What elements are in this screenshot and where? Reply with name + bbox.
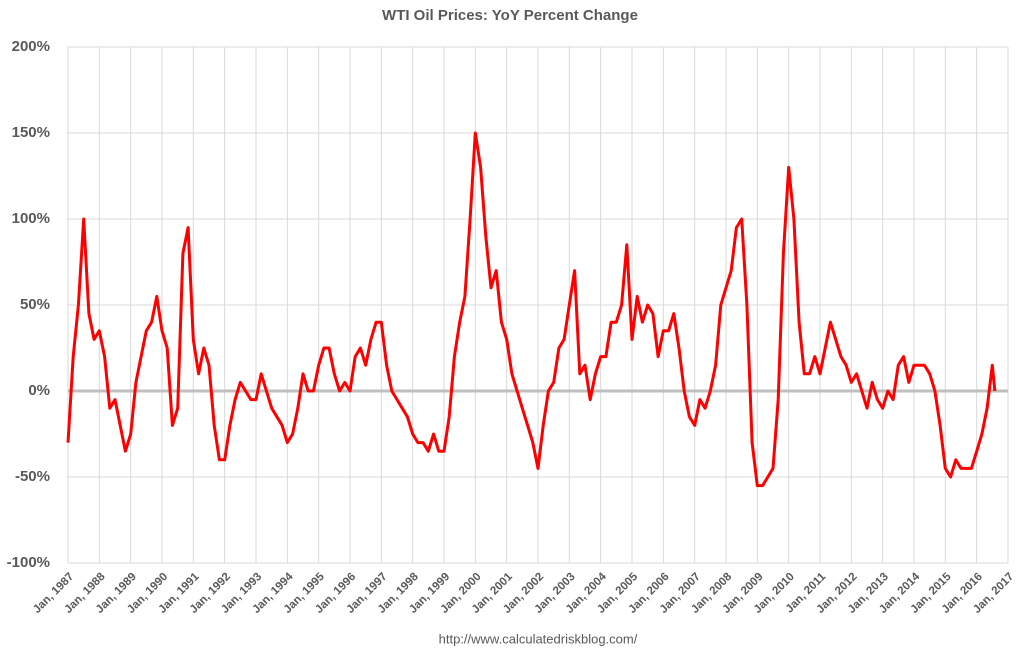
y-tick-label: 200% [12, 38, 50, 55]
chart-title: WTI Oil Prices: YoY Percent Change [382, 7, 638, 24]
y-tick-label: 150% [12, 124, 50, 141]
data-line [66, 131, 997, 488]
y-tick-label: 0% [28, 382, 50, 399]
y-tick-label: -100% [7, 554, 50, 571]
y-tick-label: 100% [12, 210, 50, 227]
source-note: http://www.calculatedriskblog.com/ [439, 631, 638, 646]
y-tick-label: 50% [20, 296, 50, 313]
y-tick-label: -50% [15, 468, 50, 485]
